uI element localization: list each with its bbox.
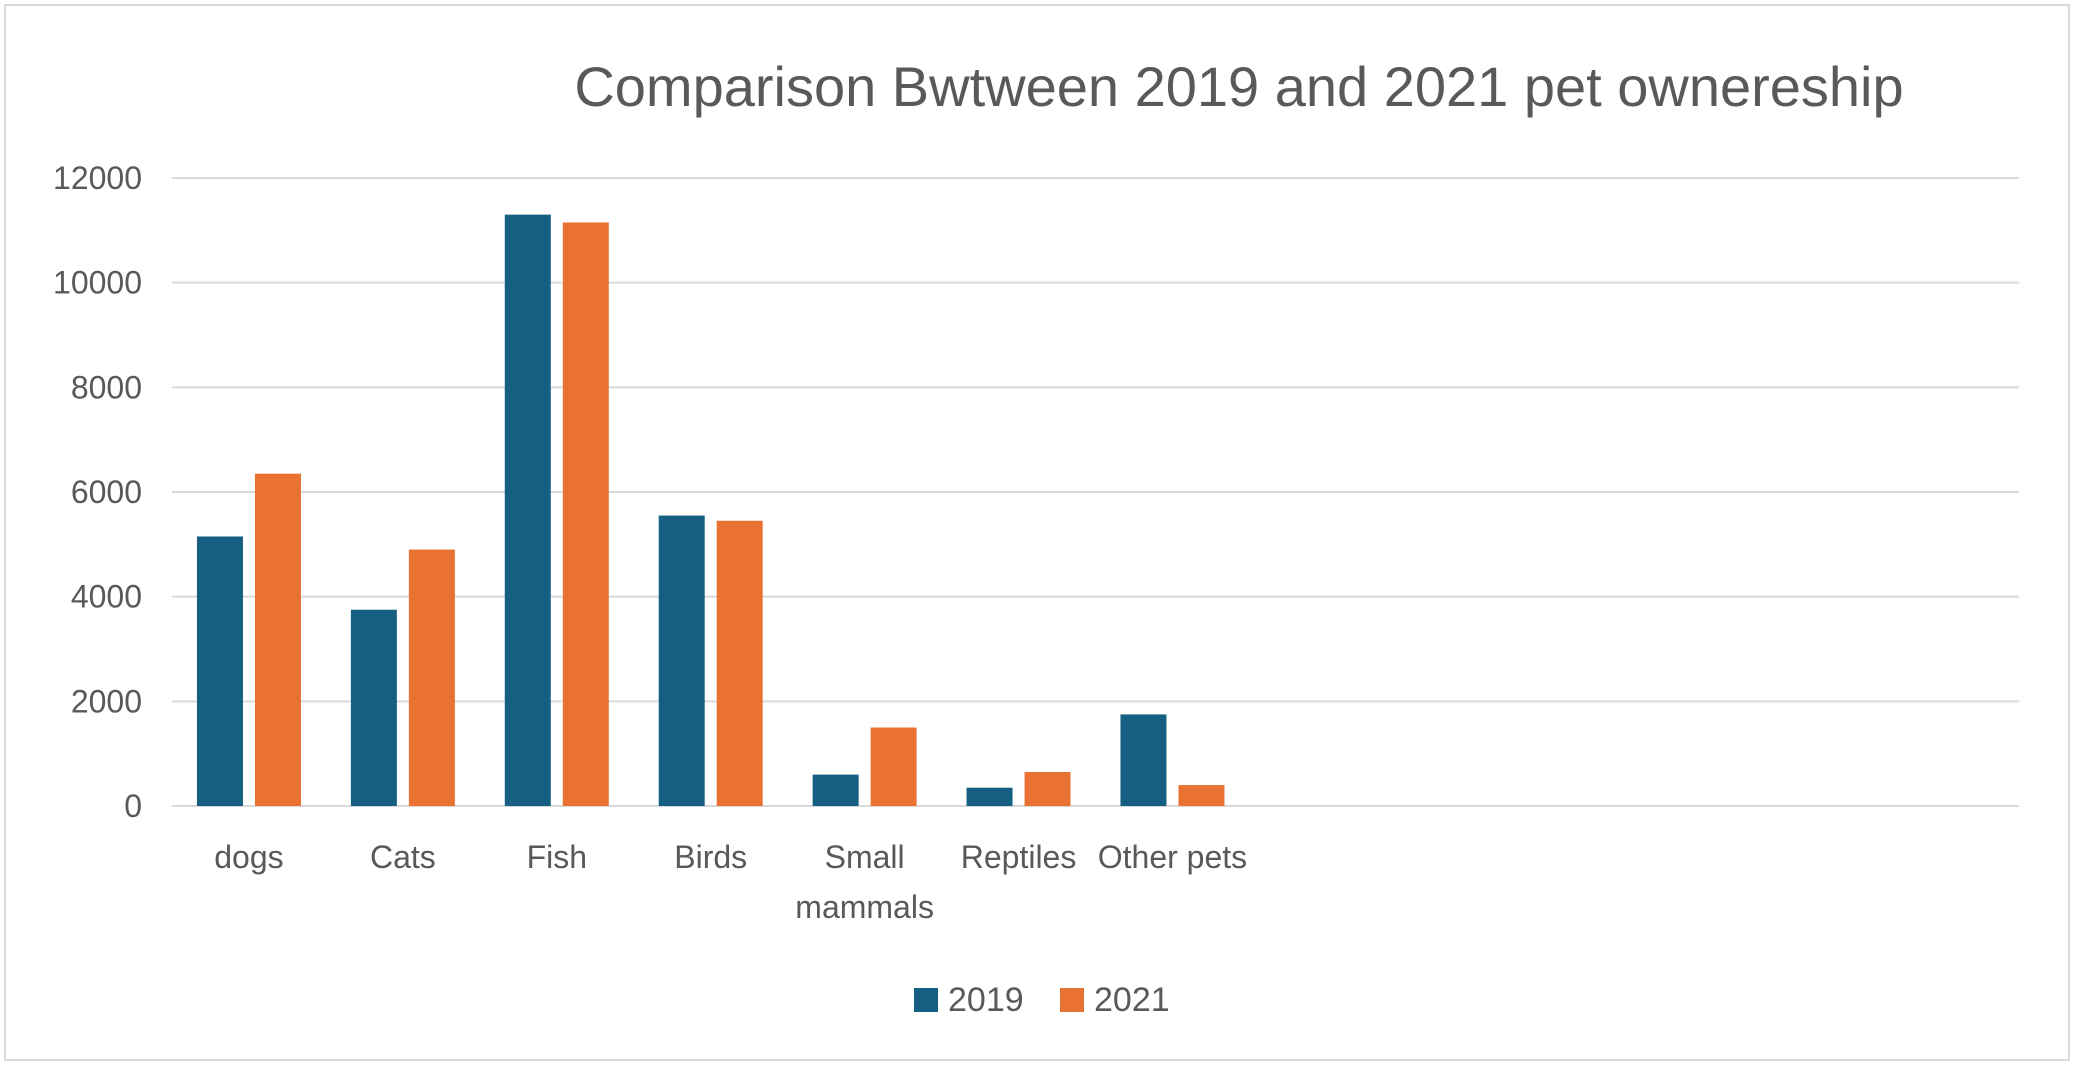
y-tick-label: 12000 — [53, 160, 142, 196]
bar-2019-dogs — [196, 536, 243, 806]
chart-title: Comparison Bwtween 2019 and 2021 pet own… — [574, 55, 1903, 118]
legend-swatch-2019 — [914, 988, 938, 1012]
y-tick-label: 4000 — [71, 579, 142, 615]
x-tick-label: Small — [825, 839, 905, 875]
chart-frame: Comparison Bwtween 2019 and 2021 pet own… — [4, 4, 2070, 1061]
y-tick-label: 10000 — [53, 265, 142, 301]
bar-2021-dogs — [254, 473, 301, 806]
x-tick-label: Fish — [527, 839, 587, 875]
bar-2019-cats — [350, 609, 397, 806]
bar-2021-other-pets — [1178, 785, 1225, 806]
bar-2019-small-mammals — [812, 774, 859, 806]
x-tick-label: Other pets — [1098, 839, 1247, 875]
x-tick-label: Birds — [674, 839, 747, 875]
bar-2019-other-pets — [1120, 714, 1167, 806]
y-axis-ticks: 0 2000 4000 6000 8000 10000 12000 — [53, 160, 142, 824]
y-tick-label: 8000 — [71, 369, 142, 405]
legend-label: 2019 — [948, 981, 1024, 1019]
y-tick-label: 6000 — [71, 474, 142, 510]
bar-2019-birds — [658, 515, 705, 806]
bar-2021-birds — [716, 520, 763, 806]
gridlines — [172, 177, 2019, 807]
x-tick-label: dogs — [214, 839, 283, 875]
bar-2021-reptiles — [1024, 771, 1071, 806]
bar-2021-fish — [562, 222, 609, 806]
x-tick-label: mammals — [795, 889, 934, 925]
x-tick-label: Cats — [370, 839, 436, 875]
bar-chart: Comparison Bwtween 2019 and 2021 pet own… — [53, 55, 2019, 1019]
legend-label: 2021 — [1094, 981, 1170, 1019]
y-tick-label: 2000 — [71, 683, 142, 719]
legend-swatch-2021 — [1060, 988, 1084, 1012]
bars — [196, 214, 1225, 807]
bar-2021-cats — [408, 549, 455, 806]
x-axis-ticks: dogs Cats Fish Birds Small mammals Reptiles Oth… — [214, 839, 1247, 925]
bar-2019-reptiles — [966, 787, 1013, 806]
y-tick-label: 0 — [124, 788, 142, 824]
x-tick-label: Reptiles — [961, 839, 1077, 875]
bar-2021-small-mammals — [870, 727, 917, 806]
bar-2019-fish — [504, 214, 551, 807]
legend: 2019 2021 — [914, 981, 1170, 1019]
